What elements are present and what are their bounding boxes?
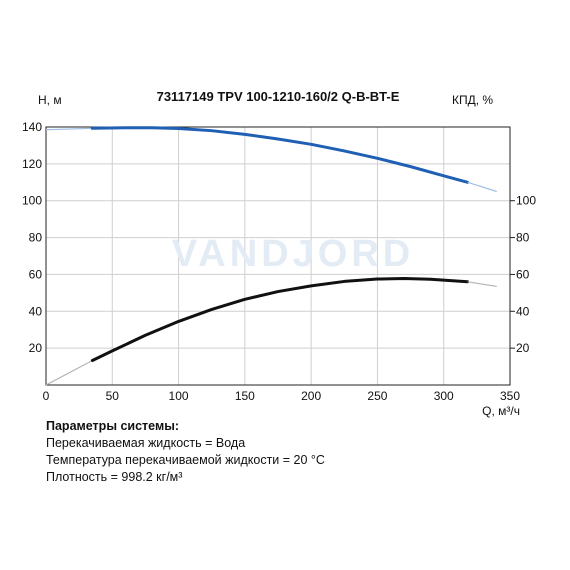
pump-curve-chart: 73117149 TPV 100-1210-160/2 Q-B-BT-E H, … (22, 89, 536, 418)
x-tick-label: 0 (43, 389, 50, 403)
y-left-tick-label: 120 (22, 157, 42, 171)
x-tick-label: 200 (301, 389, 321, 403)
x-tick-label: 300 (434, 389, 454, 403)
y-right-tick-label: 100 (516, 194, 536, 208)
y-left-tick-label: 20 (29, 341, 43, 355)
chart-title: 73117149 TPV 100-1210-160/2 Q-B-BT-E (157, 89, 400, 104)
x-axis-label: Q, м³/ч (482, 404, 520, 418)
x-tick-label: 100 (169, 389, 189, 403)
plot-frame (45, 126, 511, 386)
efficiency-curve-extension-start (45, 359, 93, 386)
y-right-tick-label: 40 (516, 304, 530, 318)
watermark-text: VANDJORD (172, 233, 414, 275)
axes: 0 50 100 150 200 250 300 350 20 40 60 80 100 120 140 20… (22, 120, 536, 403)
y-left-tick-label: 80 (29, 231, 43, 245)
watermark: VANDJORD (172, 233, 414, 275)
param-line-density: Плотность = 998.2 кг/м³ (46, 470, 183, 484)
system-parameters: Параметры системы: Перекачиваемая жидкос… (46, 418, 325, 486)
y-right-tick-label: 60 (516, 267, 530, 281)
x-tick-label: 50 (106, 389, 120, 403)
param-line-temperature: Температура перекачиваемой жидкости = 20… (46, 453, 325, 467)
head-curve-extension-start (45, 127, 93, 131)
y-axis-right-label: КПД, % (452, 93, 493, 107)
y-right-tick-label: 20 (516, 341, 530, 355)
head-curve (90, 126, 470, 184)
x-tick-label: 350 (500, 389, 520, 403)
system-parameters-title: Параметры системы: (46, 419, 180, 433)
x-tick-label: 150 (235, 389, 255, 403)
efficiency-curve-extension-end (467, 281, 497, 288)
y-axis-left-label: H, м (38, 93, 62, 107)
series-layer (45, 126, 497, 386)
head-curve-extension-end (467, 181, 497, 193)
y-left-tick-label: 60 (29, 267, 43, 281)
y-right-tick-label: 80 (516, 231, 530, 245)
grid (46, 127, 510, 385)
param-line-fluid: Перекачиваемая жидкость = Вода (46, 436, 246, 450)
y-left-tick-label: 100 (22, 194, 42, 208)
y-left-tick-label: 40 (29, 304, 43, 318)
x-tick-label: 250 (367, 389, 387, 403)
y-left-tick-label: 140 (22, 120, 42, 134)
efficiency-curve (90, 276, 470, 362)
